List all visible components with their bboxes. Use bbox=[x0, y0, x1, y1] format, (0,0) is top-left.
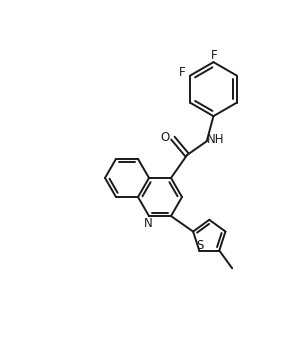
Text: F: F bbox=[211, 49, 218, 62]
Text: O: O bbox=[160, 131, 170, 144]
Text: F: F bbox=[179, 66, 185, 79]
Text: N: N bbox=[144, 216, 153, 230]
Text: S: S bbox=[197, 239, 204, 252]
Text: NH: NH bbox=[207, 133, 224, 146]
